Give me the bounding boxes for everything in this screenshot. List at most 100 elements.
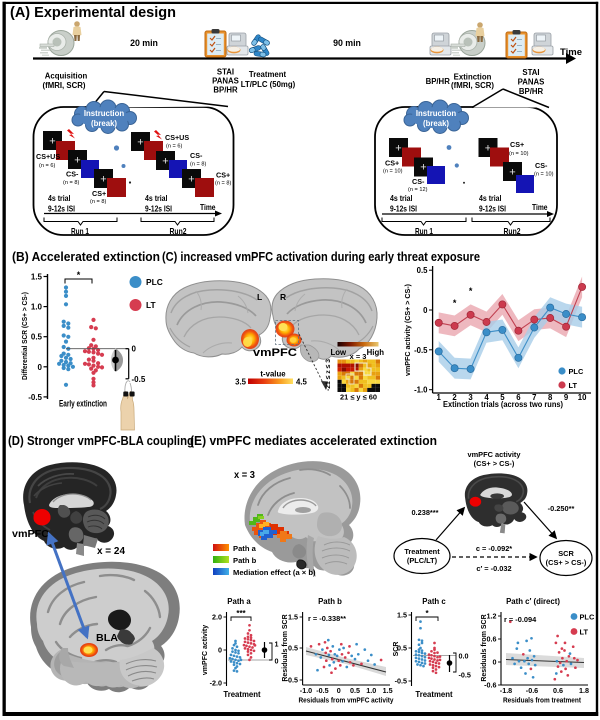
- svg-text:STAI: STAI: [217, 68, 234, 77]
- svg-text:1.0: 1.0: [366, 686, 376, 695]
- svg-text:CS-: CS-: [66, 170, 79, 179]
- svg-text:PLC: PLC: [146, 277, 163, 287]
- svg-text:8: 8: [548, 393, 553, 402]
- svg-text:0.238***: 0.238***: [411, 508, 438, 517]
- svg-text:0: 0: [337, 686, 341, 695]
- svg-text:1.2: 1.2: [487, 612, 497, 621]
- svg-text:(n = 8): (n = 8): [190, 162, 206, 168]
- svg-text:5: 5: [500, 393, 505, 402]
- svg-text:Extinction: Extinction: [454, 73, 492, 82]
- svg-text:LT: LT: [580, 628, 589, 637]
- svg-text:Low: Low: [331, 348, 348, 357]
- svg-text:-0.5: -0.5: [286, 676, 298, 685]
- svg-text:90 min: 90 min: [333, 38, 361, 48]
- svg-text:c′ = -0.032: c′ = -0.032: [476, 564, 511, 573]
- svg-text:-0.6: -0.6: [526, 686, 538, 695]
- svg-text:+: +: [395, 143, 401, 155]
- svg-text:Residuals from SCR: Residuals from SCR: [481, 614, 488, 681]
- svg-text:x = 24: x = 24: [97, 546, 125, 557]
- svg-text:9-12s ISI: 9-12s ISI: [479, 204, 506, 214]
- svg-text:1.5: 1.5: [288, 613, 298, 622]
- svg-text:4s trial: 4s trial: [48, 193, 71, 203]
- svg-text:0.5: 0.5: [31, 333, 43, 342]
- svg-text:-1.8: -1.8: [500, 686, 512, 695]
- svg-text:x = 3: x = 3: [350, 352, 367, 361]
- svg-text:Run 1: Run 1: [71, 226, 89, 236]
- svg-text:-0.5: -0.5: [395, 677, 407, 686]
- svg-text:CS+: CS+: [510, 140, 524, 149]
- svg-text:x = 3: x = 3: [234, 470, 255, 481]
- svg-text:-0.5: -0.5: [132, 375, 146, 384]
- svg-text:(break): (break): [423, 119, 449, 128]
- svg-text:0.0: 0.0: [459, 652, 469, 661]
- svg-text:Path a: Path a: [227, 597, 251, 606]
- svg-text:Time: Time: [560, 47, 582, 58]
- svg-text:(break): (break): [91, 119, 117, 128]
- svg-text:Instruction: Instruction: [416, 109, 457, 118]
- svg-text:Acquisition: Acquisition: [45, 72, 88, 81]
- svg-text:L: L: [257, 292, 262, 302]
- svg-text:*: *: [453, 298, 457, 308]
- svg-text:(A) Experimental design: (A) Experimental design: [10, 5, 176, 21]
- svg-text:1.0: 1.0: [31, 303, 43, 312]
- svg-text:+: +: [100, 174, 106, 186]
- svg-text:PANAS: PANAS: [518, 78, 545, 87]
- svg-text:-0.5: -0.5: [414, 346, 428, 355]
- svg-text:0.6: 0.6: [487, 635, 497, 644]
- svg-text:PLC: PLC: [580, 613, 595, 622]
- svg-text:4.5: 4.5: [296, 378, 308, 387]
- svg-text:0: 0: [218, 646, 222, 655]
- svg-text:STAI: STAI: [522, 68, 539, 77]
- svg-text:9: 9: [564, 393, 569, 402]
- svg-text:vmPFC activity: vmPFC activity: [202, 625, 209, 675]
- svg-text:0: 0: [132, 345, 137, 354]
- svg-text:Run2: Run2: [504, 226, 521, 236]
- svg-text:7: 7: [532, 393, 536, 402]
- svg-text:+: +: [49, 136, 55, 148]
- svg-text:vmPFC activity (CS+ > CS-): vmPFC activity (CS+ > CS-): [405, 284, 412, 376]
- svg-text:*: *: [77, 270, 81, 280]
- svg-text:(fMRI, SCR): (fMRI, SCR): [43, 81, 86, 90]
- svg-text:Path c: Path c: [422, 597, 446, 606]
- svg-text:6: 6: [516, 393, 521, 402]
- svg-text:CS+: CS+: [385, 159, 399, 168]
- svg-text:(n = 10): (n = 10): [509, 151, 529, 157]
- svg-text:0.6: 0.6: [553, 686, 563, 695]
- svg-text:9-12s ISI: 9-12s ISI: [390, 204, 417, 214]
- svg-text:1.5: 1.5: [383, 686, 393, 695]
- svg-text:-0.5: -0.5: [28, 393, 42, 402]
- svg-text:Path a: Path a: [233, 544, 257, 553]
- svg-text:Residuals from treatment: Residuals from treatment: [503, 696, 581, 705]
- svg-text:+: +: [485, 143, 491, 155]
- svg-text:Path c′ (direct): Path c′ (direct): [506, 597, 560, 606]
- svg-text:BP/HR: BP/HR: [426, 77, 451, 86]
- svg-text:Residuals from SCR: Residuals from SCR: [282, 614, 289, 681]
- svg-text:0: 0: [38, 363, 43, 372]
- svg-text:Path b: Path b: [318, 597, 342, 606]
- svg-text:BP/HR: BP/HR: [213, 86, 238, 95]
- svg-text:9-12s ISI: 9-12s ISI: [145, 204, 172, 214]
- svg-text:Treatment: Treatment: [404, 547, 440, 556]
- svg-text:Extinction trials (across two: Extinction trials (across two runs): [443, 400, 563, 409]
- svg-text:(n = 12): (n = 12): [408, 187, 428, 193]
- svg-text:(C) increased vmPFC activation: (C) increased vmPFC activation during ea…: [162, 249, 480, 264]
- svg-text:CS-: CS-: [412, 177, 425, 186]
- svg-text:(CS+ > CS-): (CS+ > CS-): [474, 459, 515, 468]
- svg-text:LT: LT: [146, 300, 156, 310]
- svg-text:0.5: 0.5: [288, 644, 298, 653]
- svg-text:vmPFC activity: vmPFC activity: [468, 450, 522, 459]
- svg-text:Run2: Run2: [170, 226, 187, 236]
- svg-text:t-value: t-value: [260, 370, 286, 379]
- svg-text:0: 0: [423, 306, 428, 315]
- svg-text:(E) vmPFC mediates accelerated: (E) vmPFC mediates accelerated extinctio…: [190, 433, 437, 448]
- svg-text:(CS+ > CS-): (CS+ > CS-): [546, 558, 587, 567]
- svg-text:1: 1: [275, 640, 279, 649]
- svg-text:+: +: [420, 162, 426, 174]
- svg-text:Path b: Path b: [233, 556, 257, 565]
- svg-text:(n = 6): (n = 6): [166, 144, 182, 150]
- svg-text:(n = 8): (n = 8): [63, 180, 79, 186]
- svg-text:+: +: [162, 156, 168, 168]
- svg-text:21 ≤ y ≤ 60: 21 ≤ y ≤ 60: [340, 393, 377, 402]
- svg-text:SCR: SCR: [393, 642, 400, 657]
- svg-text:Early extinction: Early extinction: [59, 399, 107, 409]
